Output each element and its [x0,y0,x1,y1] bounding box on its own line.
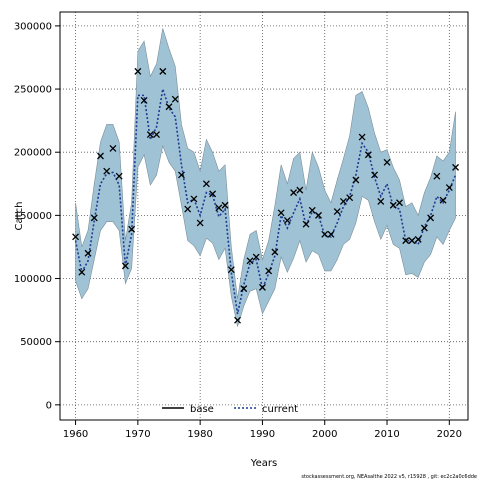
observed-marker-layer [72,67,460,324]
legend-label-base: base [190,404,214,415]
observed-point-1965 [103,167,111,175]
observed-point-2017 [427,214,435,222]
observed-point-1998 [308,206,316,214]
observed-point-2007 [364,151,372,159]
y-tick-label-2: 100000 [14,274,52,285]
observed-point-2002 [333,208,341,216]
observed-point-1976 [171,95,179,103]
observed-point-1978 [184,205,192,213]
observed-point-2006 [358,133,366,141]
observed-point-2016 [420,224,428,232]
y-tick-label-1: 50000 [20,337,52,348]
observed-point-2014 [408,237,416,245]
observed-point-1982 [209,190,217,198]
observed-point-1999 [315,211,322,219]
credit-text: stockassessment.org, NEAsalthe 2022 v5, … [301,474,477,480]
observed-point-1962 [84,249,92,257]
observed-point-1986 [234,316,241,324]
observed-point-2012 [396,199,403,207]
x-tick-label-5: 2010 [374,429,399,440]
observed-point-1969 [128,225,136,233]
observed-point-1968 [121,262,129,270]
observed-point-1996 [296,186,304,194]
observed-point-1980 [196,219,204,227]
series-line-layer [74,88,457,315]
observed-point-2013 [402,237,410,245]
observed-point-1993 [277,209,285,217]
observed-point-1987 [240,285,248,293]
plot-frame [59,11,469,421]
observed-point-2018 [433,172,441,180]
x-tick-label-2: 1980 [187,429,212,440]
observed-point-1983 [215,204,223,212]
observed-point-1963 [90,214,98,222]
observed-point-1985 [227,266,235,274]
observed-point-2010 [383,158,391,166]
observed-point-1966 [109,144,117,152]
observed-point-1981 [202,180,210,188]
x-tick-label-3: 1990 [250,429,275,440]
y-tick-label-0: 0 [46,400,52,411]
observed-point-1977 [178,171,185,179]
observed-point-1961 [78,268,86,276]
x-tick-label-6: 2020 [437,429,462,440]
observed-point-1995 [290,189,298,197]
series-line-current [74,88,457,315]
observed-point-1988 [246,257,254,265]
observed-point-2015 [414,235,422,243]
observed-point-1997 [302,220,310,228]
legend: base current [162,404,298,415]
observed-point-1990 [258,283,266,291]
observed-point-1975 [165,103,173,111]
confidence-band-layer [75,28,456,327]
x-tick-label-1: 1970 [125,429,150,440]
y-axis: 0 50000 100000 150000 200000 250000 300000 [14,21,60,411]
observed-point-2021 [452,163,460,171]
y-axis-label: Catch [14,202,25,231]
x-axis-label: Years [250,458,277,469]
observed-point-2003 [339,198,347,205]
observed-point-2005 [352,176,360,184]
observed-point-1974 [159,67,167,75]
observed-point-2020 [445,184,453,192]
observed-point-1973 [153,131,161,138]
y-tick-label-6: 300000 [14,21,52,32]
observed-point-1984 [221,201,229,209]
legend-label-current: current [262,404,298,415]
y-tick-label-3: 150000 [14,211,52,222]
y-tick-label-5: 250000 [14,85,52,96]
x-tick-label-4: 2000 [312,429,337,440]
observed-point-2019 [439,196,447,204]
observed-point-2000 [321,230,329,238]
observed-point-1972 [146,131,154,138]
observed-point-1964 [97,152,104,160]
observed-point-2011 [389,201,397,209]
observed-point-1960 [72,233,80,241]
y-tick-label-4: 200000 [14,148,52,159]
observed-point-1991 [265,267,273,275]
observed-point-1994 [283,216,291,224]
observed-point-1979 [190,195,198,203]
observed-point-1967 [115,172,123,180]
observed-point-2009 [377,198,385,205]
observed-point-1992 [271,248,279,256]
observed-point-2004 [346,194,354,202]
x-tick-label-0: 1960 [63,429,88,440]
observed-point-1971 [140,96,148,104]
observed-point-2001 [327,230,335,238]
observed-point-1989 [252,253,260,261]
observed-point-2008 [371,171,379,179]
confidence-band-current [75,28,456,327]
observed-point-1970 [134,67,142,75]
x-axis: 1960 1970 1980 1990 2000 2010 2020 [63,420,462,440]
